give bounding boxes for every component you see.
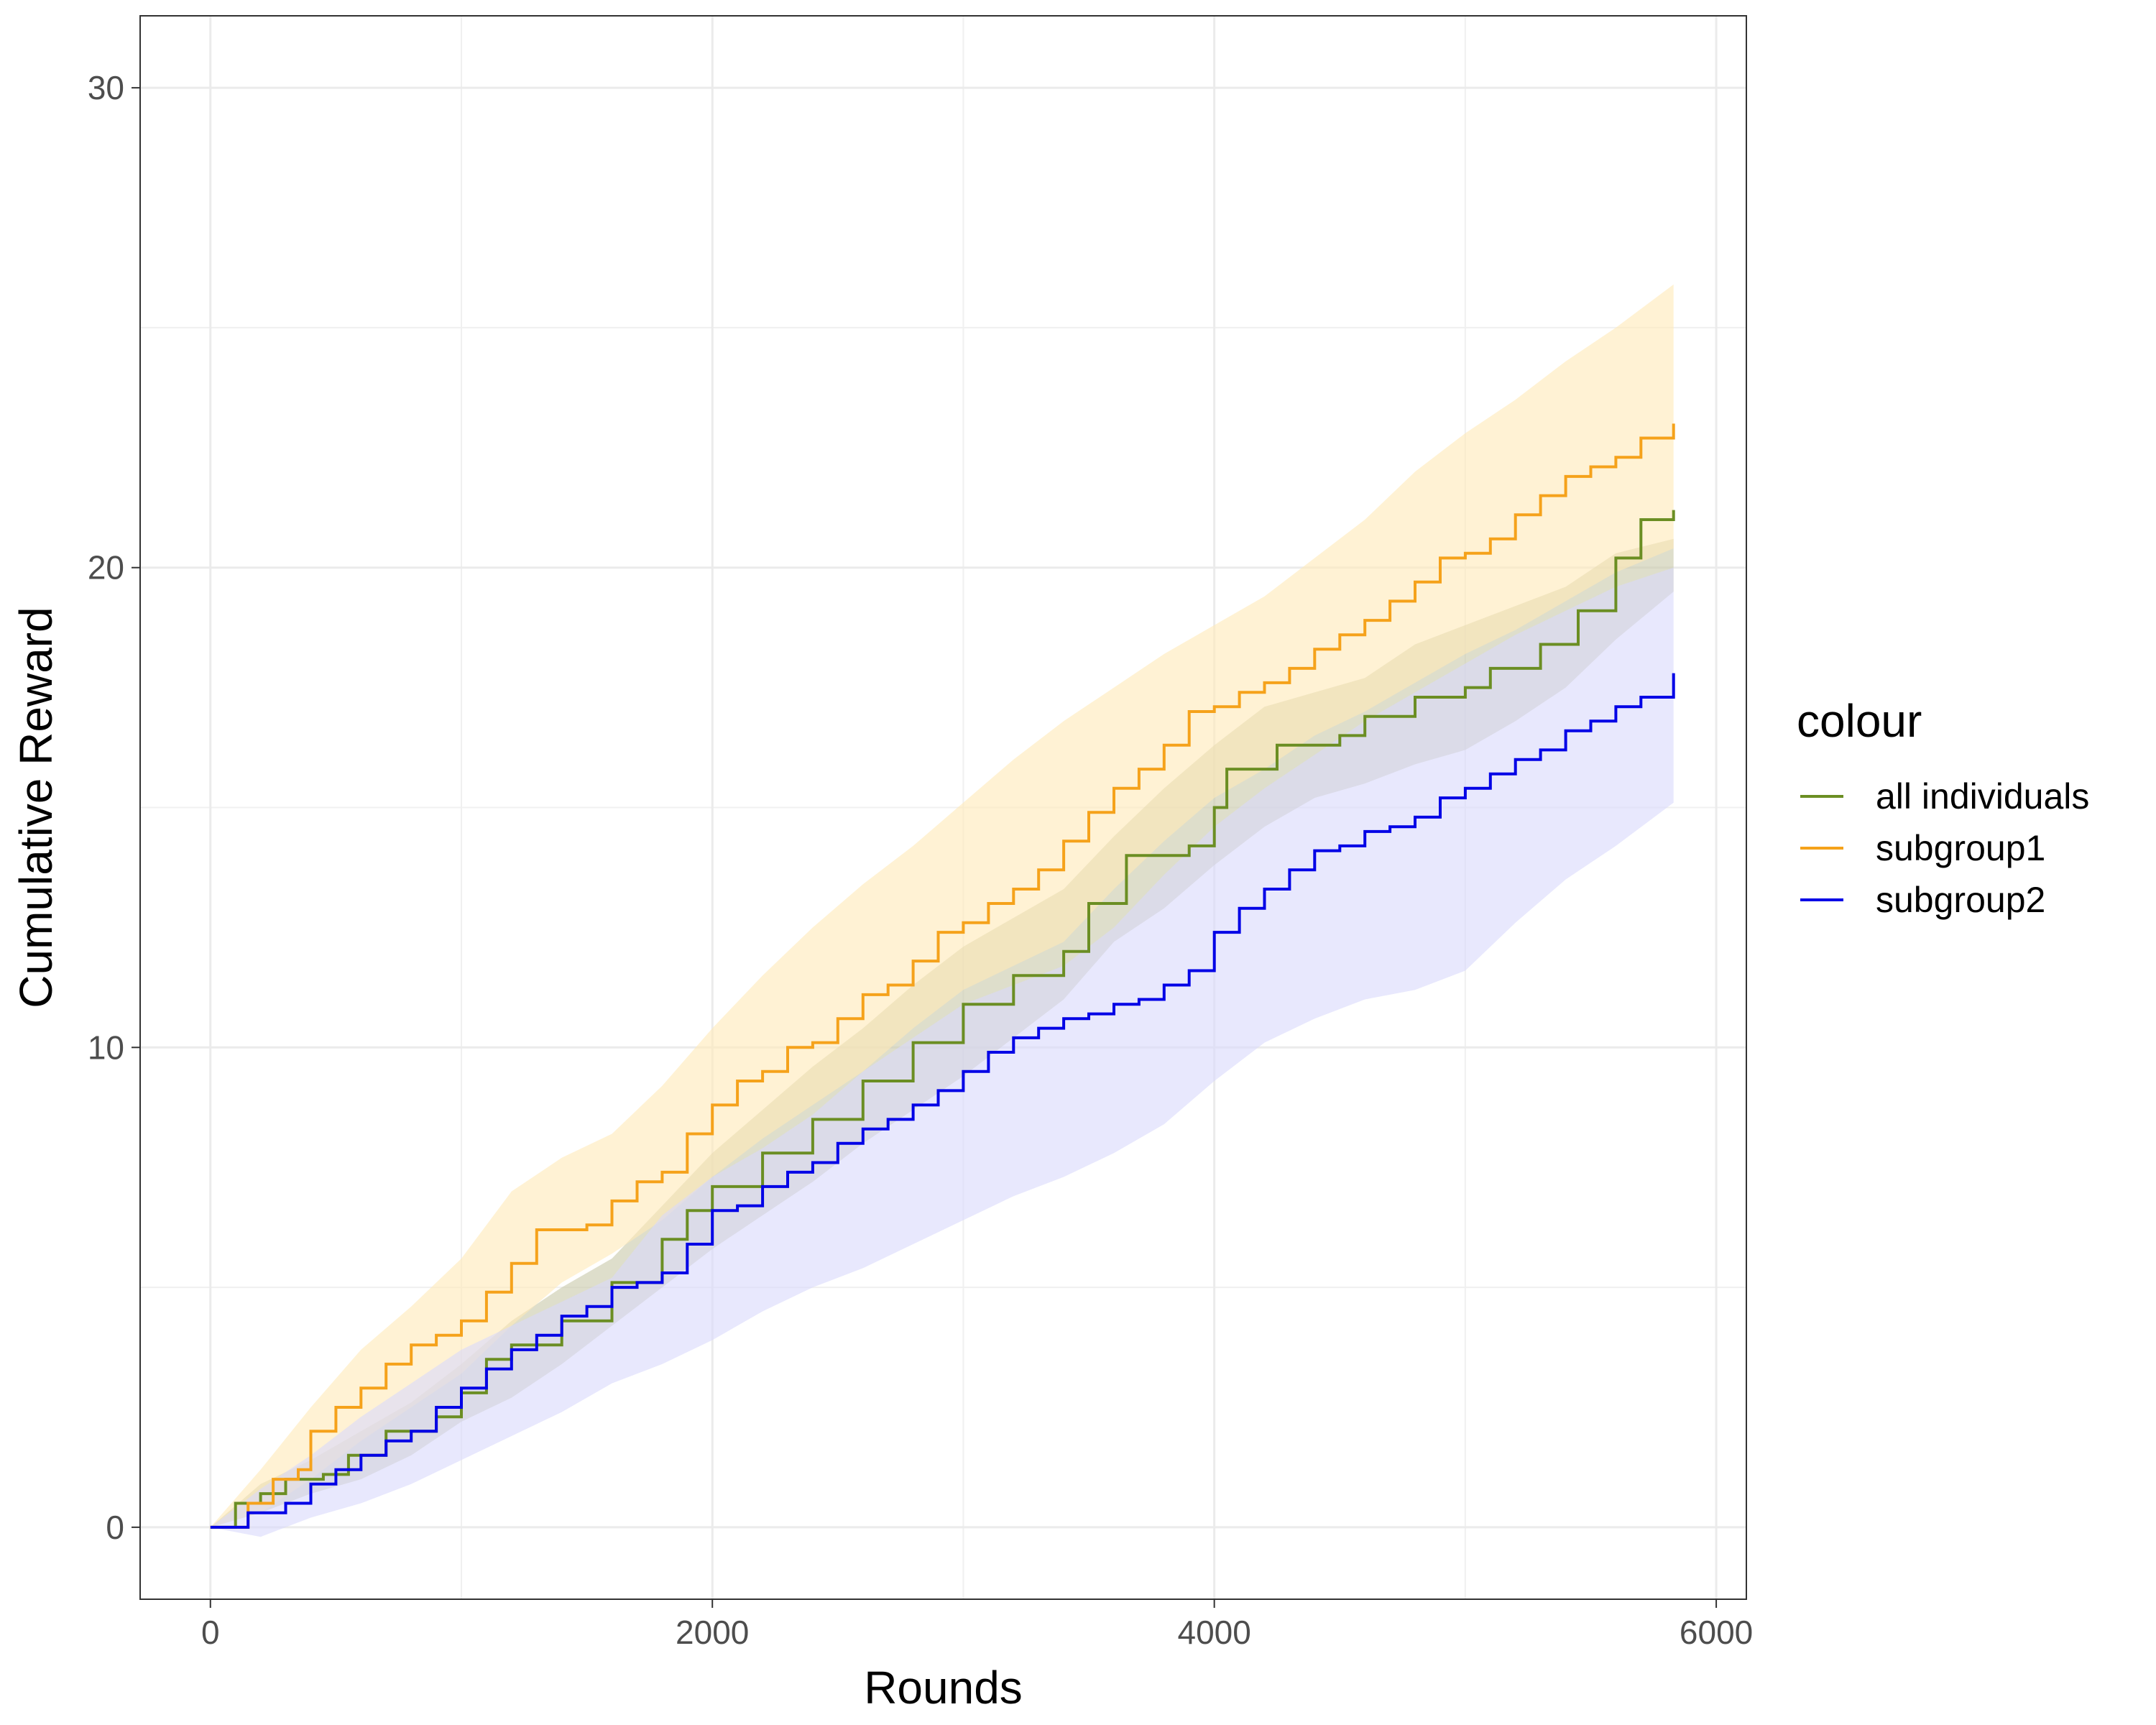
x-axis-title: Rounds [864, 1662, 1023, 1714]
y-tick-label: 20 [88, 549, 124, 586]
x-tick-label: 0 [201, 1614, 220, 1651]
series-line-subgroup2 [210, 673, 1675, 1529]
series-lines [210, 423, 1675, 1529]
axes: 0 2000 4000 6000 0 10 20 30 [88, 69, 1753, 1651]
y-tick-label: 0 [106, 1509, 124, 1546]
y-tick-label: 30 [88, 69, 124, 106]
x-tick-label: 4000 [1177, 1614, 1250, 1651]
legend-label: all individuals [1876, 776, 2089, 816]
y-tick-label: 10 [88, 1029, 124, 1066]
legend-items: all individuals subgroup1 subgroup2 [1800, 776, 2089, 920]
legend-label: subgroup2 [1876, 880, 2045, 920]
confidence-band-subgroup1 [210, 284, 1674, 1527]
confidence-band-subgroup2 [210, 567, 1674, 1537]
plot-panel-border [139, 15, 1747, 1600]
x-tick-label: 2000 [676, 1614, 749, 1651]
x-tick-label: 6000 [1680, 1614, 1753, 1651]
legend-label: subgroup1 [1876, 828, 2045, 868]
legend: colour all individuals subgroup1 subgroup2 [1797, 695, 2089, 920]
y-axis-title: Cumulative Reward [10, 607, 62, 1008]
series-line-subgroup1 [210, 423, 1675, 1529]
legend-title: colour [1797, 695, 1922, 747]
confidence-bands [210, 284, 1674, 1537]
